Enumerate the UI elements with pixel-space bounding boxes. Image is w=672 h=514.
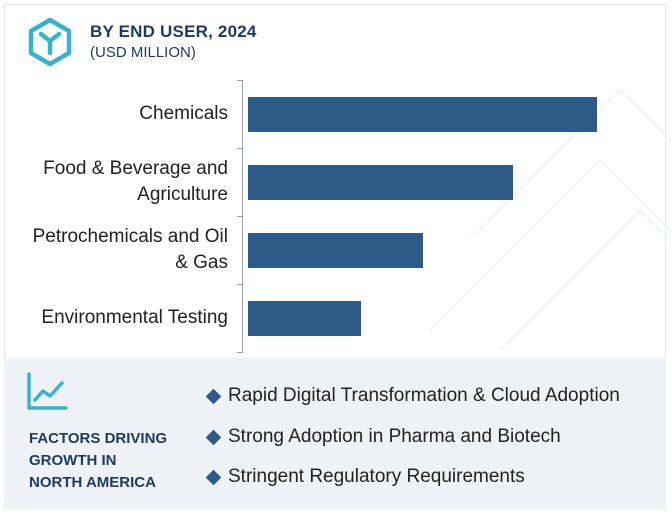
factors-panel	[6, 358, 666, 510]
factors-heading-line: FACTORS DRIVING	[29, 430, 168, 447]
chart-subtitle: (USD MILLION)	[90, 44, 196, 61]
trend-line-chart-icon	[27, 372, 68, 410]
axis-tick	[237, 80, 243, 81]
factor-item: Rapid Digital Transformation & Cloud Ado…	[205, 384, 620, 408]
bar	[248, 300, 361, 336]
category-label: Petrochemicals and Oil & Gas	[10, 224, 228, 276]
category-label-line: Food & Beverage and	[43, 158, 228, 179]
axis-tick	[237, 216, 243, 217]
axis-tick	[237, 352, 243, 353]
bar	[248, 232, 423, 268]
factor-text: Stringent Regulatory Requirements	[228, 466, 525, 487]
axis-tick	[237, 148, 243, 149]
axis-tick	[237, 284, 243, 285]
factors-heading-line: NORTH AMERICA	[29, 474, 156, 491]
factor-item: Strong Adoption in Pharma and Biotech	[205, 425, 561, 449]
category-label-line: & Gas	[175, 252, 228, 273]
factors-heading-line: GROWTH IN	[29, 452, 117, 469]
diamond-bullet-icon	[205, 388, 222, 404]
category-label-line: Chemicals	[139, 103, 228, 124]
category-label: Chemicals	[10, 101, 228, 127]
category-label-line: Petrochemicals and Oil	[32, 226, 228, 247]
bar	[248, 164, 513, 200]
diamond-bullet-icon	[205, 429, 222, 445]
bar	[248, 96, 597, 132]
chart-title: BY END USER, 2024	[90, 22, 257, 41]
factor-text: Strong Adoption in Pharma and Biotech	[228, 426, 561, 447]
category-label: Food & Beverage and Agriculture	[10, 156, 228, 208]
factors-heading: FACTORS DRIVING GROWTH IN NORTH AMERICA	[29, 428, 199, 494]
category-label-line: Environmental Testing	[41, 307, 228, 328]
factor-text: Rapid Digital Transformation & Cloud Ado…	[228, 385, 620, 406]
diamond-bullet-icon	[205, 469, 222, 485]
y-hexagon-logo-icon	[28, 17, 72, 67]
category-label: Environmental Testing	[10, 305, 228, 331]
category-label-line: Agriculture	[137, 184, 228, 205]
factor-item: Stringent Regulatory Requirements	[205, 465, 525, 489]
